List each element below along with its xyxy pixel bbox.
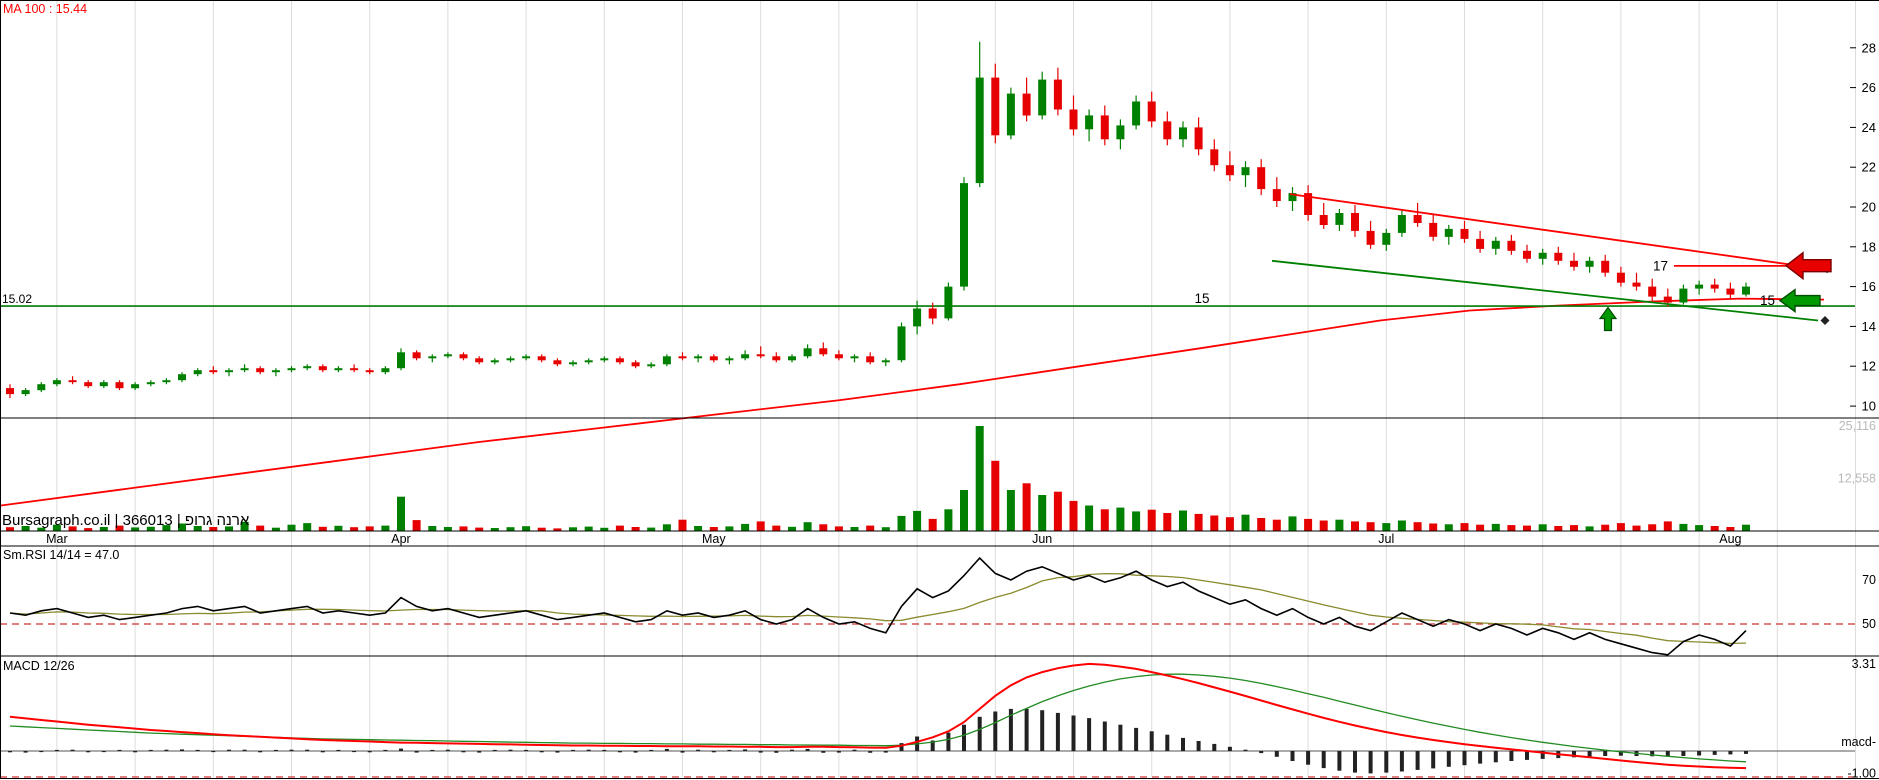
svg-text:18: 18 xyxy=(1862,239,1876,254)
ma100-line xyxy=(0,297,1825,507)
rsi-axis-label: 70 xyxy=(1862,573,1876,587)
rsi-axis-label: 50 xyxy=(1862,617,1876,631)
price-panel: 17 15 15 10 12 14 16 18 20 22 24 26 28 xyxy=(0,40,1876,507)
svg-text:Mar: Mar xyxy=(46,532,68,546)
rsi-indicator-label: Sm.RSI 14/14 = 47.0 xyxy=(3,548,120,562)
macd-indicator-label: MACD 12/26 xyxy=(3,659,75,673)
svg-text:Apr: Apr xyxy=(391,532,410,546)
level-price-label: 15.02 xyxy=(2,292,33,306)
svg-text:26: 26 xyxy=(1862,80,1876,95)
macd-axis-label: -1.00 xyxy=(1848,766,1877,780)
macd-axis-label: macd- xyxy=(1841,735,1876,749)
volume-axis-label: 25,116 xyxy=(1839,419,1876,433)
svg-text:Jun: Jun xyxy=(1032,532,1052,546)
svg-text:14: 14 xyxy=(1862,319,1876,334)
candlesticks xyxy=(6,41,1750,399)
support-label: 15 xyxy=(1760,293,1775,308)
macd-signal-line xyxy=(9,662,1747,770)
price-axis-labels: 10 12 14 16 18 20 22 24 26 28 xyxy=(1850,40,1876,414)
trendline-red xyxy=(1289,193,1821,270)
svg-text:12: 12 xyxy=(1862,359,1876,374)
watermark: Bursagraph.co.il | 366013 | ארנה גרופ xyxy=(2,512,250,529)
macd-histogram xyxy=(8,708,1748,774)
macd-panel: 3.31 macd- -1.00 xyxy=(0,657,1876,780)
rsi-smooth-line xyxy=(9,572,1747,645)
level-mid-label: 15 xyxy=(1194,291,1209,306)
svg-text:28: 28 xyxy=(1862,40,1876,55)
green-up-arrow-marker xyxy=(1598,306,1618,332)
svg-text:Jul: Jul xyxy=(1378,532,1394,546)
green-left-arrow-marker xyxy=(1778,288,1821,313)
svg-text:16: 16 xyxy=(1862,279,1876,294)
svg-text:24: 24 xyxy=(1862,120,1876,135)
volume-axis-label: 12,558 xyxy=(1838,472,1876,486)
rsi-line xyxy=(9,556,1747,656)
macd-axis-label: 3.31 xyxy=(1852,657,1876,671)
red-left-arrow-marker xyxy=(1784,251,1832,281)
svg-text:May: May xyxy=(702,532,726,546)
svg-text:20: 20 xyxy=(1862,200,1876,215)
month-axis-labels: Mar Apr May Jun Jul Aug xyxy=(46,532,1741,546)
trendline-green xyxy=(1271,259,1819,322)
trendline-end-marker xyxy=(1820,316,1830,325)
svg-text:22: 22 xyxy=(1862,160,1876,175)
ma100-label: MA 100 : 15.44 xyxy=(3,2,88,16)
svg-text:Aug: Aug xyxy=(1719,532,1741,546)
resistance-label: 17 xyxy=(1653,258,1668,273)
volume-bars xyxy=(6,426,1750,531)
svg-text:10: 10 xyxy=(1862,399,1876,414)
rsi-panel: 70 50 xyxy=(0,556,1876,656)
week-gridlines xyxy=(56,0,1856,777)
